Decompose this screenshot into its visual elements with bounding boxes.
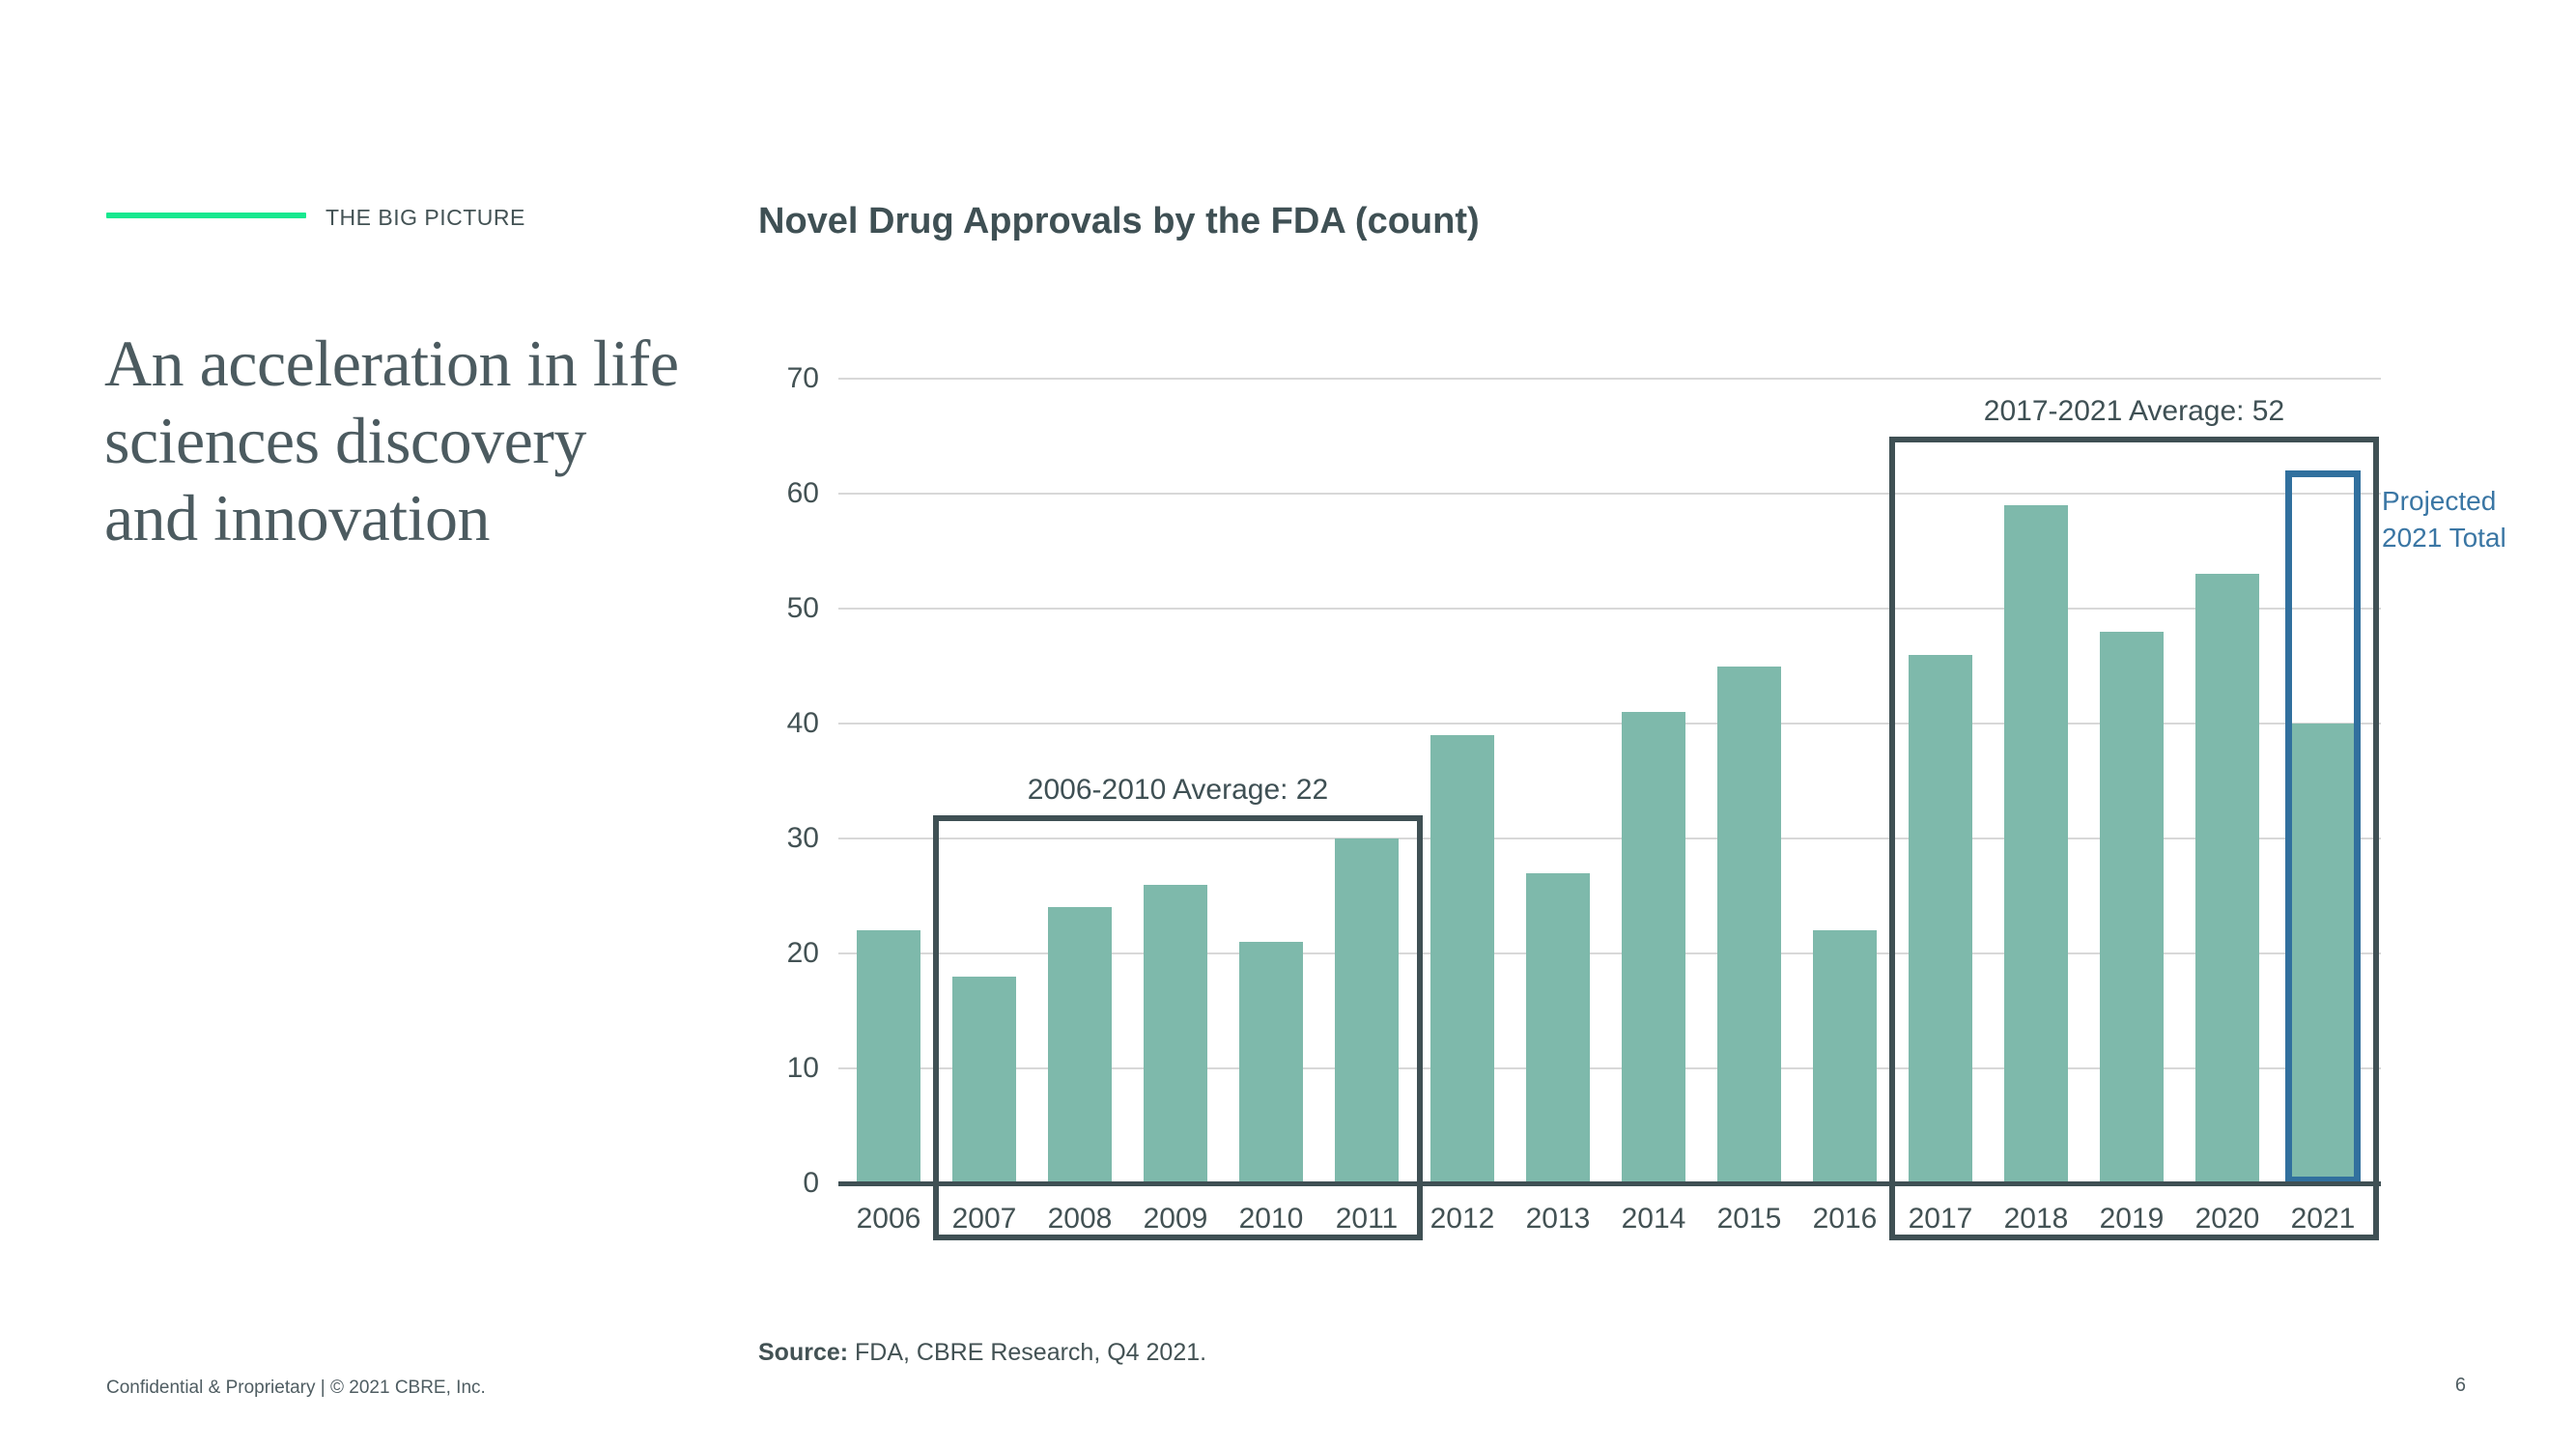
x-label-2018: 2018: [2003, 1203, 2069, 1235]
x-label-2017: 2017: [1908, 1203, 1973, 1235]
accent-line: [106, 213, 306, 218]
x-label-2014: 2014: [1621, 1203, 1686, 1235]
bar-2014: [1622, 712, 1685, 1183]
projected-2021-label: Projected 2021 Total: [2382, 486, 2506, 553]
projected-2021-outline: [2285, 470, 2361, 1183]
bar-2013: [1526, 872, 1590, 1183]
x-label-2012: 2012: [1430, 1203, 1495, 1235]
bar-2008: [1048, 907, 1112, 1183]
x-label-2016: 2016: [1812, 1203, 1878, 1235]
bar-2016: [1813, 930, 1877, 1183]
average-box-1: [933, 815, 1423, 1240]
gridline-40: [838, 723, 2381, 724]
source-text: FDA, CBRE Research, Q4 2021.: [848, 1339, 1207, 1366]
gridline-30: [838, 838, 2381, 839]
eyebrow-label: THE BIG PICTURE: [326, 205, 525, 230]
x-label-2021: 2021: [2290, 1203, 2356, 1235]
source-label: Source:: [758, 1339, 849, 1366]
y-tick-20: 20: [786, 937, 819, 969]
average-label-2: 2017-2021 Average: 52: [1983, 394, 2285, 427]
y-tick-60: 60: [786, 477, 819, 509]
bar-2011: [1335, 838, 1399, 1183]
bar-2015: [1717, 666, 1781, 1183]
x-label-2009: 2009: [1143, 1203, 1208, 1235]
x-label-2006: 2006: [856, 1203, 921, 1235]
x-label-2019: 2019: [2099, 1203, 2165, 1235]
footer-confidentiality: Confidential & Proprietary | © 2021 CBRE…: [106, 1378, 486, 1398]
y-tick-50: 50: [786, 592, 819, 624]
gridline-60: [838, 493, 2381, 495]
page-number: 6: [2454, 1375, 2466, 1396]
gridline-50: [838, 608, 2381, 610]
y-tick-10: 10: [786, 1052, 819, 1084]
x-label-2008: 2008: [1047, 1203, 1113, 1235]
y-tick-30: 30: [786, 822, 819, 854]
headline-line-1: An acceleration in life: [104, 327, 679, 400]
bar-2012: [1430, 734, 1494, 1183]
bar-2010: [1239, 942, 1303, 1183]
gridline-10: [838, 1067, 2381, 1069]
gridline-20: [838, 952, 2381, 954]
y-tick-70: 70: [786, 362, 819, 394]
x-label-2010: 2010: [1238, 1203, 1304, 1235]
bar-2007: [952, 976, 1016, 1183]
x-label-2011: 2011: [1335, 1203, 1399, 1235]
headline-line-3: and innovation: [104, 481, 491, 554]
average-label-1: 2006-2010 Average: 22: [1027, 774, 1329, 807]
source-note: Source: FDA, CBRE Research, Q4 2021.: [758, 1339, 1206, 1367]
bar-2006: [857, 930, 920, 1183]
x-label-2020: 2020: [2194, 1203, 2260, 1235]
x-label-2015: 2015: [1716, 1203, 1782, 1235]
average-box-2: [1889, 436, 2379, 1240]
bar-2018: [2004, 504, 2068, 1183]
x-label-2007: 2007: [951, 1203, 1017, 1235]
bar-2021: [2291, 724, 2355, 1183]
headline-line-2: sciences discovery: [104, 404, 586, 477]
x-label-2013: 2013: [1525, 1203, 1591, 1235]
x-axis-line: [838, 1181, 2381, 1186]
y-tick-0: 0: [803, 1167, 819, 1199]
bar-2009: [1144, 884, 1207, 1183]
bar-2020: [2195, 574, 2259, 1183]
bar-2017: [1909, 654, 1972, 1183]
chart-title: Novel Drug Approvals by the FDA (count): [758, 201, 1480, 242]
gridline-70: [838, 378, 2381, 380]
slide-headline: An acceleration in life sciences discove…: [104, 325, 679, 556]
y-tick-40: 40: [786, 707, 819, 739]
bar-2019: [2100, 631, 2164, 1183]
